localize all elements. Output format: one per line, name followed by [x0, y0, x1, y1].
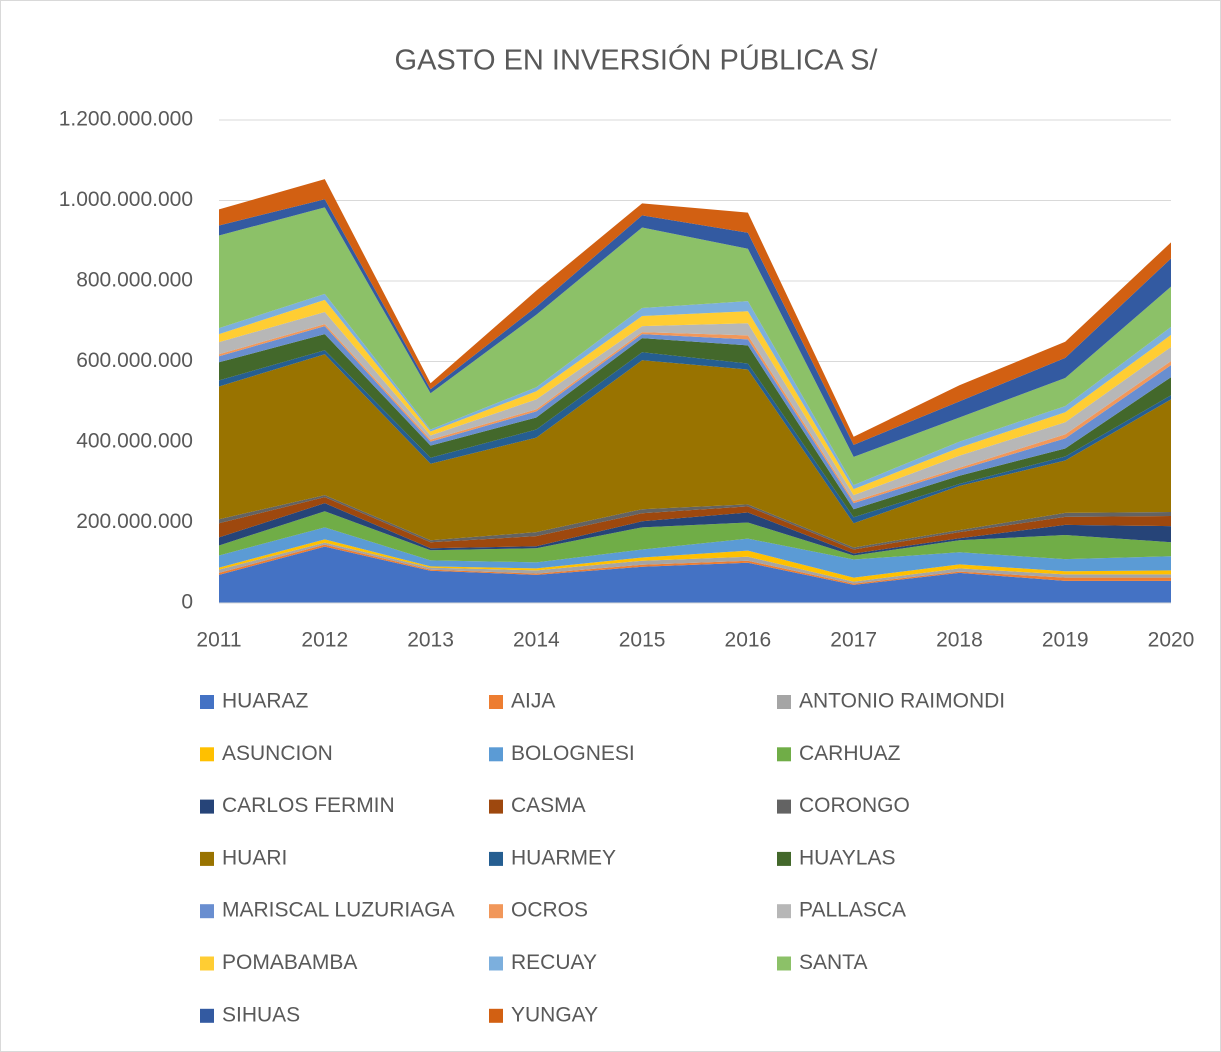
legend-swatch	[200, 956, 214, 971]
x-tick-label: 2018	[936, 629, 983, 652]
legend-label: CASMA	[511, 794, 586, 817]
legend-label: BOLOGNESI	[511, 742, 635, 765]
legend-swatch	[200, 904, 214, 919]
legend-label: CARLOS FERMIN	[222, 794, 395, 817]
legend-label: SANTA	[799, 951, 867, 974]
legend-label: ASUNCION	[222, 742, 333, 765]
legend-swatch	[777, 747, 791, 762]
area	[219, 495, 1171, 550]
legend-swatch	[200, 695, 214, 709]
legend-label: AIJA	[511, 690, 555, 713]
area	[219, 539, 1171, 582]
area	[219, 511, 1171, 563]
x-tick-label: 2016	[725, 629, 772, 652]
legend-label: PALLASCA	[799, 899, 906, 922]
legend-swatch	[489, 695, 503, 709]
x-tick-label: 2011	[196, 629, 241, 652]
area	[219, 503, 1171, 556]
area	[219, 334, 1171, 518]
legend-swatch	[489, 1008, 503, 1023]
area	[219, 546, 1171, 603]
legend-label: CORONGO	[799, 794, 910, 817]
legend-swatch	[489, 799, 503, 814]
area	[219, 527, 1171, 578]
x-tick-label: 2014	[513, 629, 560, 652]
area	[219, 544, 1171, 585]
legend-swatch	[200, 851, 214, 866]
legend-swatch	[489, 851, 503, 866]
legend-label: HUAYLAS	[799, 846, 895, 869]
y-tick-label: 200.000.000	[76, 510, 193, 533]
y-tick-label: 1.200.000.000	[59, 108, 193, 131]
x-tick-label: 2017	[830, 629, 877, 652]
y-tick-label: 400.000.000	[76, 430, 193, 453]
chart-title: GASTO EN INVERSIÓN PÚBLICA S/	[395, 44, 879, 77]
x-tick-label: 2012	[301, 629, 348, 652]
legend-swatch	[489, 747, 503, 762]
area	[219, 207, 1171, 486]
legend-label: SIHUAS	[222, 1003, 300, 1026]
legend-label: OCROS	[511, 899, 588, 922]
legend-label: HUARI	[222, 846, 287, 869]
y-tick-label: 600.000.000	[76, 349, 193, 372]
legend-label: CARHUAZ	[799, 742, 901, 765]
legend-label: ANTONIO RAIMONDI	[799, 690, 1005, 713]
legend-label: HUARAZ	[222, 690, 309, 713]
legend-swatch	[200, 747, 214, 762]
legend-label: HUARMEY	[511, 846, 616, 869]
area	[219, 354, 1171, 548]
legend-label: POMABAMBA	[222, 951, 357, 974]
legend-swatch	[489, 956, 503, 971]
legend-swatch	[777, 695, 791, 709]
area	[219, 497, 1171, 554]
legend-swatch	[777, 904, 791, 919]
x-tick-label: 2019	[1042, 629, 1089, 652]
x-tick-label: 2015	[619, 629, 666, 652]
legend-swatch	[777, 956, 791, 971]
legend-swatch	[200, 799, 214, 814]
y-tick-label: 0	[181, 591, 193, 614]
area	[219, 350, 1171, 524]
legend-swatch	[200, 1008, 214, 1023]
legend-swatch	[489, 904, 503, 919]
legend-swatch	[777, 851, 791, 866]
legend-label: MARISCAL LUZURIAGA	[222, 899, 455, 922]
legend-label: RECUAY	[511, 951, 597, 974]
x-tick-label: 2020	[1148, 629, 1195, 652]
y-tick-label: 1.000.000.000	[59, 188, 193, 211]
area	[219, 542, 1171, 584]
x-tick-label: 2013	[407, 629, 454, 652]
legend-label: YUNGAY	[511, 1003, 598, 1026]
legend-swatch	[777, 799, 791, 814]
y-tick-label: 800.000.000	[76, 269, 193, 292]
